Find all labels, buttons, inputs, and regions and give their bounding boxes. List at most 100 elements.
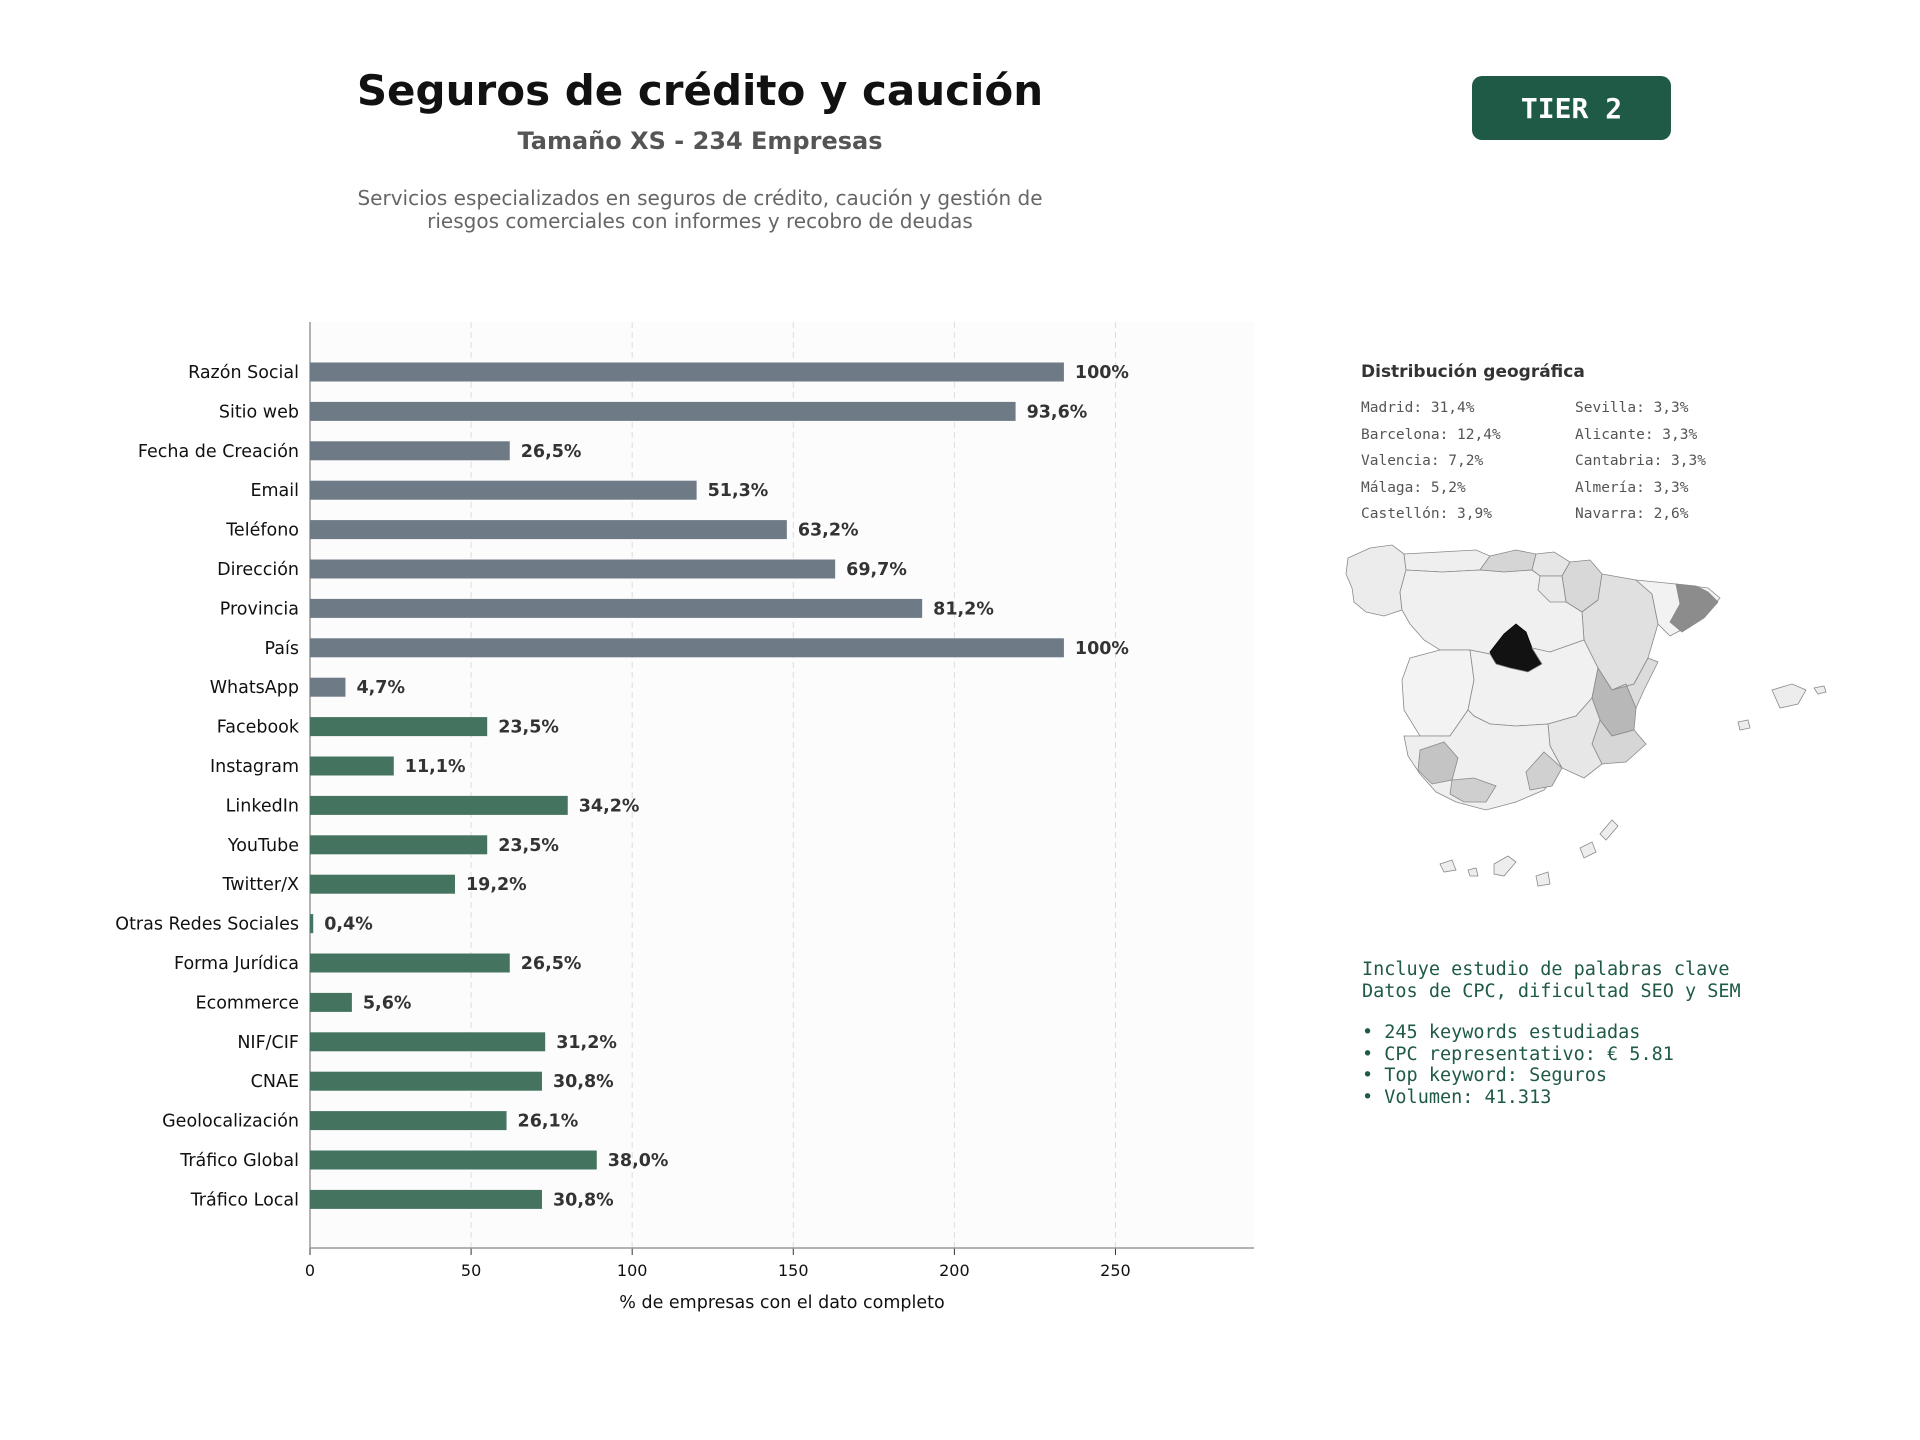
data-label: 63,2% — [798, 521, 859, 541]
data-label: 81,2% — [933, 599, 994, 619]
region-canarias-1 — [1439, 859, 1457, 873]
keywords-bullet: • 245 keywords estudiadas — [1362, 1022, 1641, 1043]
bar — [310, 992, 352, 1012]
x-tick-label: 50 — [461, 1261, 481, 1280]
bar — [310, 362, 1064, 382]
data-label: 11,1% — [405, 757, 466, 777]
completeness-bar-chart: 0 50 100 150 200 250 Razón Social 100% Sitio web… — [115, 322, 1254, 1313]
category-label: CNAE — [251, 1072, 299, 1092]
keywords-bullet: • Top keyword: Seguros — [1362, 1065, 1608, 1086]
region-la-rioja — [1537, 575, 1567, 603]
data-label: 100% — [1075, 639, 1129, 659]
category-label: Sitio web — [219, 402, 299, 422]
geo-item: Sevilla: 3,3% — [1575, 400, 1689, 416]
region-canarias-2 — [1467, 867, 1479, 877]
region-canarias-6 — [1599, 819, 1619, 841]
geo-item: Navarra: 2,6% — [1575, 506, 1689, 522]
bar — [310, 441, 510, 461]
bar — [310, 1189, 542, 1209]
bar — [310, 717, 488, 737]
region-galicia — [1345, 544, 1407, 617]
bar — [310, 1032, 546, 1052]
category-label: NIF/CIF — [237, 1033, 299, 1053]
category-label: Provincia — [220, 599, 299, 619]
description-line-1: Servicios especializados en seguros de c… — [357, 186, 1043, 210]
plot-area — [310, 322, 1254, 1248]
data-label: 26,5% — [521, 442, 582, 462]
geo-distribution-list: Madrid: 31,4% Sevilla: 3,3% Barcelona: 1… — [1361, 398, 1761, 526]
category-label: WhatsApp — [210, 678, 299, 698]
data-label: 26,5% — [521, 954, 582, 974]
tier-badge: TIER 2 — [1472, 76, 1671, 140]
data-label: 23,5% — [498, 718, 559, 738]
region-barcelona — [1669, 583, 1719, 633]
category-label: Forma Jurídica — [174, 954, 299, 974]
category-label: Tráfico Global — [179, 1151, 299, 1171]
x-tick-label: 250 — [1100, 1261, 1131, 1280]
region-baleares — [1771, 683, 1807, 709]
data-label: 31,2% — [556, 1033, 617, 1053]
geo-item: Alicante: 3,3% — [1575, 426, 1698, 443]
region-malaga — [1449, 777, 1497, 803]
bar — [310, 480, 697, 500]
data-label: 30,8% — [553, 1072, 614, 1092]
data-label: 0,4% — [324, 915, 373, 935]
page-subtitle: Tamaño XS - 234 Empresas — [517, 127, 883, 155]
bar — [310, 1111, 507, 1131]
x-tick-label: 200 — [939, 1261, 970, 1280]
data-label: 26,1% — [518, 1112, 579, 1132]
keywords-info: Incluye estudio de palabras clave Datos … — [1362, 959, 1862, 1108]
category-label: Twitter/X — [221, 875, 299, 895]
category-label: Dirección — [217, 560, 299, 580]
bar — [310, 953, 510, 973]
category-label: Facebook — [217, 718, 300, 738]
category-label: LinkedIn — [226, 796, 299, 816]
category-label: YouTube — [227, 836, 299, 856]
x-axis-label: % de empresas con el dato completo — [619, 1293, 944, 1313]
keywords-line-2: Datos de CPC, dificultad SEO y SEM — [1362, 980, 1741, 1002]
geo-item: Castellón: 3,9% — [1361, 506, 1492, 522]
page-title: Seguros de crédito y caución — [356, 66, 1044, 115]
description-line-2: riesgos comerciales con informes y recob… — [427, 209, 973, 233]
data-label: 38,0% — [608, 1151, 669, 1171]
geo-item: Madrid: 31,4% — [1361, 400, 1475, 416]
bar — [310, 756, 394, 776]
region-almeria — [1525, 751, 1563, 791]
bar — [310, 795, 568, 815]
spain-map — [1345, 544, 1827, 887]
x-tick-label: 0 — [305, 1261, 315, 1280]
keywords-line-1: Incluye estudio de palabras clave — [1362, 959, 1730, 980]
region-asturias — [1403, 549, 1491, 573]
data-label: 5,6% — [363, 993, 412, 1013]
keywords-bullet: • CPC representativo: € 5.81 — [1362, 1043, 1674, 1065]
data-label: 69,7% — [846, 560, 907, 580]
data-label: 19,2% — [466, 875, 527, 895]
bar — [310, 638, 1064, 658]
category-label: Email — [250, 481, 299, 501]
bar — [310, 559, 836, 579]
region-ibiza — [1737, 719, 1751, 731]
page-description: Servicios especializados en seguros de c… — [300, 187, 1100, 233]
bar — [310, 677, 346, 697]
data-label: 23,5% — [498, 836, 559, 856]
geo-item: Valencia: 7,2% — [1361, 453, 1484, 469]
category-label: Ecommerce — [196, 993, 299, 1013]
category-label: Tráfico Local — [190, 1190, 299, 1210]
data-label: 30,8% — [553, 1190, 614, 1210]
region-canarias-5 — [1579, 841, 1597, 859]
category-label: Geolocalización — [162, 1112, 299, 1132]
category-label: Fecha de Creación — [138, 442, 299, 462]
bar — [310, 1071, 542, 1091]
data-label: 4,7% — [356, 678, 405, 698]
region-castellon — [1611, 657, 1659, 710]
category-label: Teléfono — [225, 521, 299, 541]
region-canarias-3 — [1493, 855, 1517, 877]
geo-item: Almería: 3,3% — [1575, 479, 1689, 496]
bar — [310, 598, 923, 618]
x-tick-label: 100 — [617, 1261, 648, 1280]
region-baleares-minor — [1813, 685, 1827, 695]
bar — [310, 401, 1016, 421]
region-andalucia — [1403, 709, 1563, 811]
category-label: Instagram — [210, 757, 299, 777]
x-tick-label: 150 — [778, 1261, 809, 1280]
